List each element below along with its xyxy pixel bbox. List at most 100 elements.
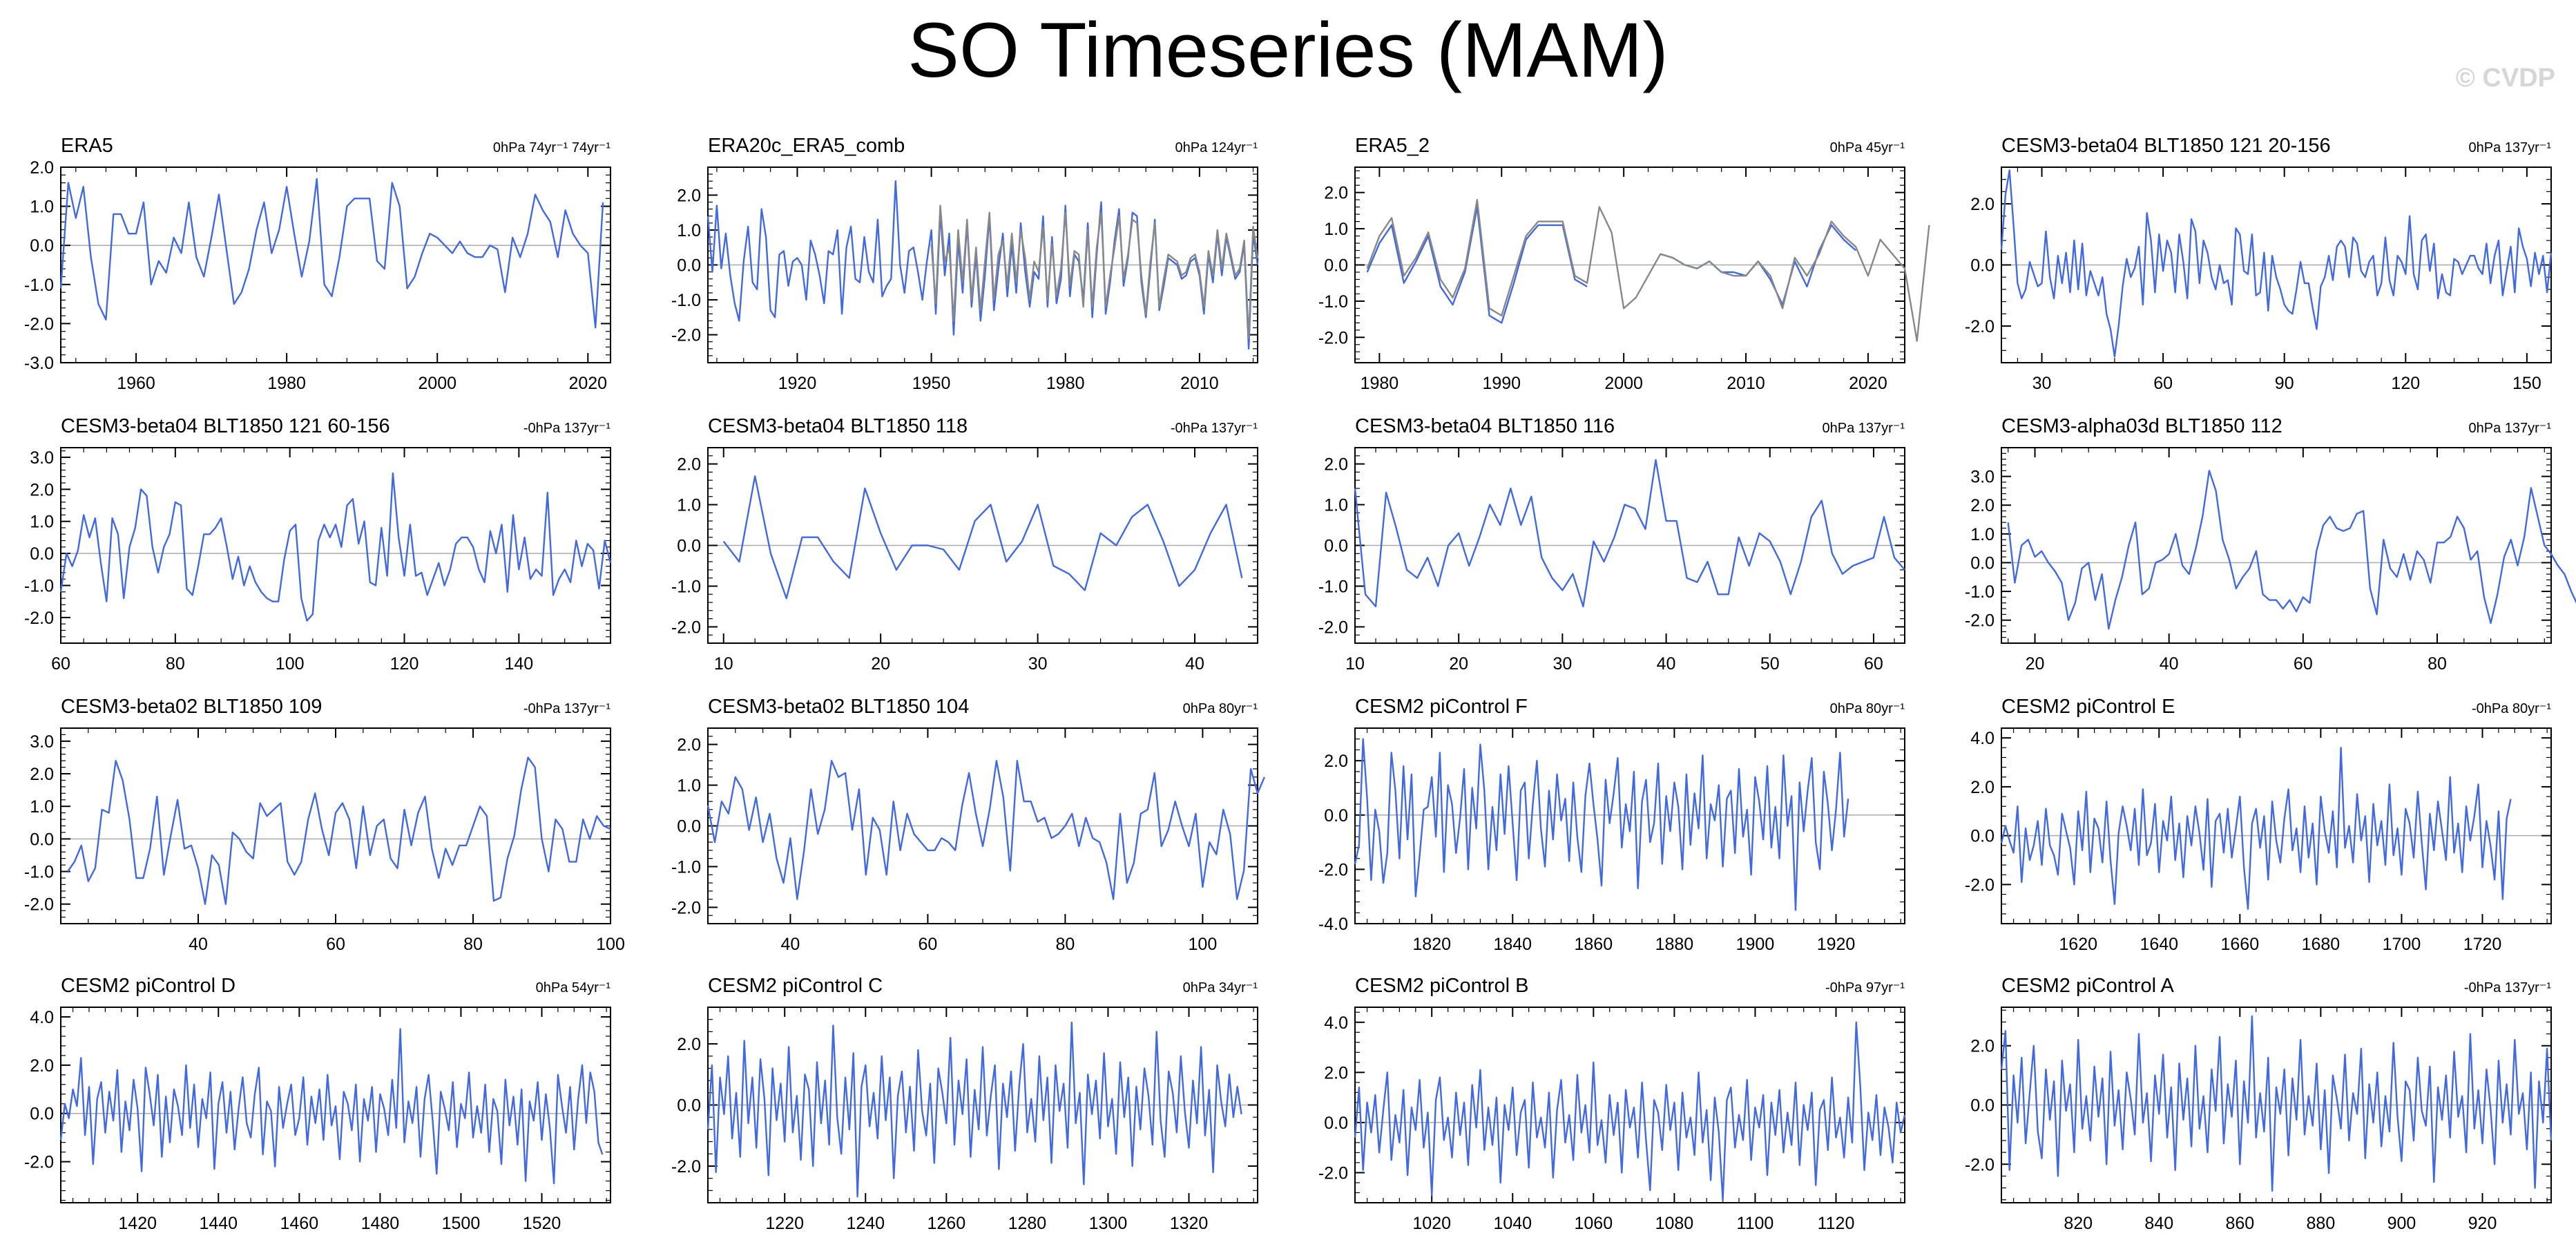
x-tick-label: 60 (918, 935, 937, 954)
x-tick-label: 40 (1657, 654, 1676, 674)
y-tick-label: 4.0 (1324, 1013, 1348, 1033)
y-tick-label: 1.0 (677, 496, 701, 515)
y-tick-label: -2.0 (1318, 860, 1348, 879)
page-title: SO Timeseries (MAM) (907, 7, 1669, 93)
x-tick-label: 1700 (2383, 935, 2421, 954)
y-tick-label: 2.0 (1970, 1037, 1995, 1056)
chart-panel: CESM3-beta04 BLT1850 121 20-156 0hPa 137y… (1965, 135, 2553, 393)
series-line (2000, 169, 2553, 358)
panel-title: CESM3-beta04 BLT1850 121 60-156 (61, 415, 390, 437)
y-tick-label: 3.0 (1970, 468, 1995, 487)
y-tick-label: 1.0 (677, 776, 701, 796)
x-tick-label: 860 (2225, 1214, 2254, 1233)
x-tick-label: 40 (2160, 654, 2179, 674)
x-tick-label: 80 (463, 935, 483, 954)
chart-panel: CESM2 piControl E -0hPa 80yr⁻¹ -2.0 0.0 2.0 4… (1965, 696, 2552, 954)
chart-panel: CESM2 piControl B -0hPa 97yr⁻¹ -2.0 0.0 2.0 4… (1318, 975, 1906, 1233)
y-tick-label: -4.0 (1318, 915, 1348, 934)
x-tick-label: 1620 (2059, 935, 2097, 954)
x-tick-label: 1500 (442, 1214, 481, 1233)
chart-panel: CESM3-alpha03d BLT1850 112 0hPa 137yr⁻¹ -2… (1965, 415, 2576, 674)
y-tick-label: -2.0 (1965, 1155, 1995, 1174)
panel-title: ERA5 (61, 135, 113, 157)
x-tick-label: 120 (2391, 374, 2420, 393)
y-tick-label: -2.0 (24, 895, 54, 915)
y-tick-label: 2.0 (30, 1056, 54, 1076)
series-line (707, 760, 1266, 900)
x-tick-label: 1820 (1412, 935, 1451, 954)
panel-info-label: 0hPa 34yr⁻¹ (1183, 980, 1258, 995)
chart-panel: CESM2 piControl F 0hPa 80yr⁻¹ -4.0 -2.0 0.0 2… (1318, 696, 1905, 954)
y-tick-label: 2.0 (1324, 752, 1348, 771)
y-tick-label: 2.0 (677, 186, 701, 205)
series-line (722, 475, 1243, 600)
chart-panel: CESM2 piControl D 0hPa 54yr⁻¹ -2.0 0.0 2.0 4.… (24, 975, 611, 1233)
x-tick-label: 100 (1189, 935, 1218, 954)
y-tick-label: 2.0 (1324, 184, 1348, 203)
y-tick-label: 0.0 (677, 537, 701, 556)
y-tick-label: 0.0 (30, 544, 54, 564)
x-tick-label: 20 (871, 654, 890, 674)
x-tick-label: 840 (2144, 1214, 2173, 1233)
plot-frame (1354, 1007, 1905, 1203)
x-tick-label: 2000 (1604, 374, 1643, 393)
y-tick-label: 0.0 (677, 256, 701, 276)
chart-panel: CESM3-beta04 BLT1850 116 0hPa 137yr⁻¹ -2.0… (1318, 415, 1905, 674)
x-tick-label: 1040 (1493, 1214, 1532, 1233)
x-tick-label: 30 (2032, 374, 2052, 393)
y-tick-label: 1.0 (30, 198, 54, 217)
x-tick-label: 60 (2294, 654, 2313, 674)
x-tick-label: 820 (2064, 1214, 2093, 1233)
y-tick-label: -2.0 (671, 618, 701, 637)
x-tick-label: 1440 (199, 1214, 238, 1233)
plot-frame (60, 1007, 611, 1203)
y-tick-label: -1.0 (24, 576, 54, 595)
y-tick-label: 0.0 (1324, 256, 1348, 276)
series-line (707, 1021, 1242, 1198)
y-tick-label: -2.0 (671, 898, 701, 917)
series-line (59, 178, 604, 329)
x-tick-label: 1900 (1736, 935, 1775, 954)
x-tick-label: 20 (2026, 654, 2045, 674)
series-line (2000, 1015, 2553, 1192)
y-tick-label: 3.0 (30, 448, 54, 468)
panel-title: CESM2 piControl B (1355, 975, 1528, 997)
x-tick-label: 1260 (927, 1214, 966, 1233)
series-line (707, 180, 1259, 350)
x-tick-label: 1640 (2140, 935, 2178, 954)
x-tick-label: 1920 (778, 374, 817, 393)
panel-info-label: 0hPa 80yr⁻¹ (1183, 701, 1258, 716)
chart-panel: CESM3-beta04 BLT1850 121 60-156 -0hPa 137… (24, 415, 612, 674)
y-tick-label: 4.0 (1970, 729, 1995, 748)
x-tick-label: 880 (2307, 1214, 2336, 1233)
y-tick-label: 2.0 (30, 158, 54, 178)
plot-frame (2001, 447, 2552, 644)
panel-title: CESM3-alpha03d BLT1850 112 (2001, 415, 2282, 437)
y-tick-label: -1.0 (671, 857, 701, 877)
y-tick-label: 1.0 (30, 797, 54, 817)
panel-title: CESM3-beta04 BLT1850 116 (1355, 415, 1615, 437)
y-tick-label: 2.0 (30, 765, 54, 784)
chart-panel: ERA5 0hPa 74yr⁻¹ 74yr⁻¹ -3.0 -2.0 -1.0 0.0 1.0… (24, 135, 611, 393)
series-line (59, 1028, 604, 1185)
x-tick-label: 1990 (1482, 374, 1521, 393)
panel-title: CESM2 piControl D (61, 975, 236, 997)
y-tick-label: -1.0 (24, 276, 54, 295)
x-tick-label: 2010 (1727, 374, 1765, 393)
x-tick-label: 1420 (118, 1214, 157, 1233)
y-tick-label: 2.0 (30, 480, 54, 499)
x-tick-label: 80 (166, 654, 185, 674)
x-tick-label: 1950 (912, 374, 951, 393)
panel-title: CESM2 piControl F (1355, 696, 1528, 718)
panel-title: CESM2 piControl E (2001, 696, 2175, 718)
plot-frame (60, 447, 611, 644)
series-line (1366, 199, 1930, 342)
x-tick-label: 1720 (2463, 935, 2502, 954)
y-tick-label: 0.0 (677, 817, 701, 837)
x-tick-label: 40 (189, 935, 208, 954)
x-tick-label: 1860 (1575, 935, 1613, 954)
y-tick-label: 0.0 (677, 1096, 701, 1116)
y-tick-label: 2.0 (1970, 195, 1995, 214)
x-tick-label: 60 (2153, 374, 2173, 393)
